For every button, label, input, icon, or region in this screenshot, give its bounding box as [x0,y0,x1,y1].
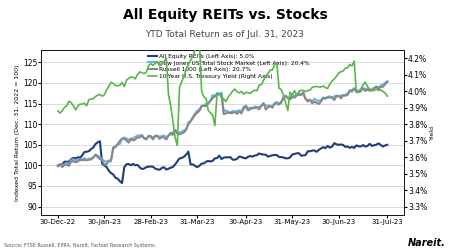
Text: All Equity REITs vs. Stocks: All Equity REITs vs. Stocks [122,8,328,22]
Text: Nareit.: Nareit. [408,238,446,248]
Legend: All Equity REITs (Left Axis): 5.0%, Dow Jones US Total Stock Market (Left Axis):: All Equity REITs (Left Axis): 5.0%, Dow … [146,51,312,82]
Text: YTD Total Return as of Jul. 31, 2023: YTD Total Return as of Jul. 31, 2023 [145,30,305,39]
Y-axis label: Yield: Yield [430,125,435,140]
Text: Source: FTSE Russell, EPRA, Nareit, Factset Research Systems.: Source: FTSE Russell, EPRA, Nareit, Fact… [4,242,157,248]
Y-axis label: Indexed Total Return (Dec. 31, 2022 = 100): Indexed Total Return (Dec. 31, 2022 = 10… [15,64,20,200]
